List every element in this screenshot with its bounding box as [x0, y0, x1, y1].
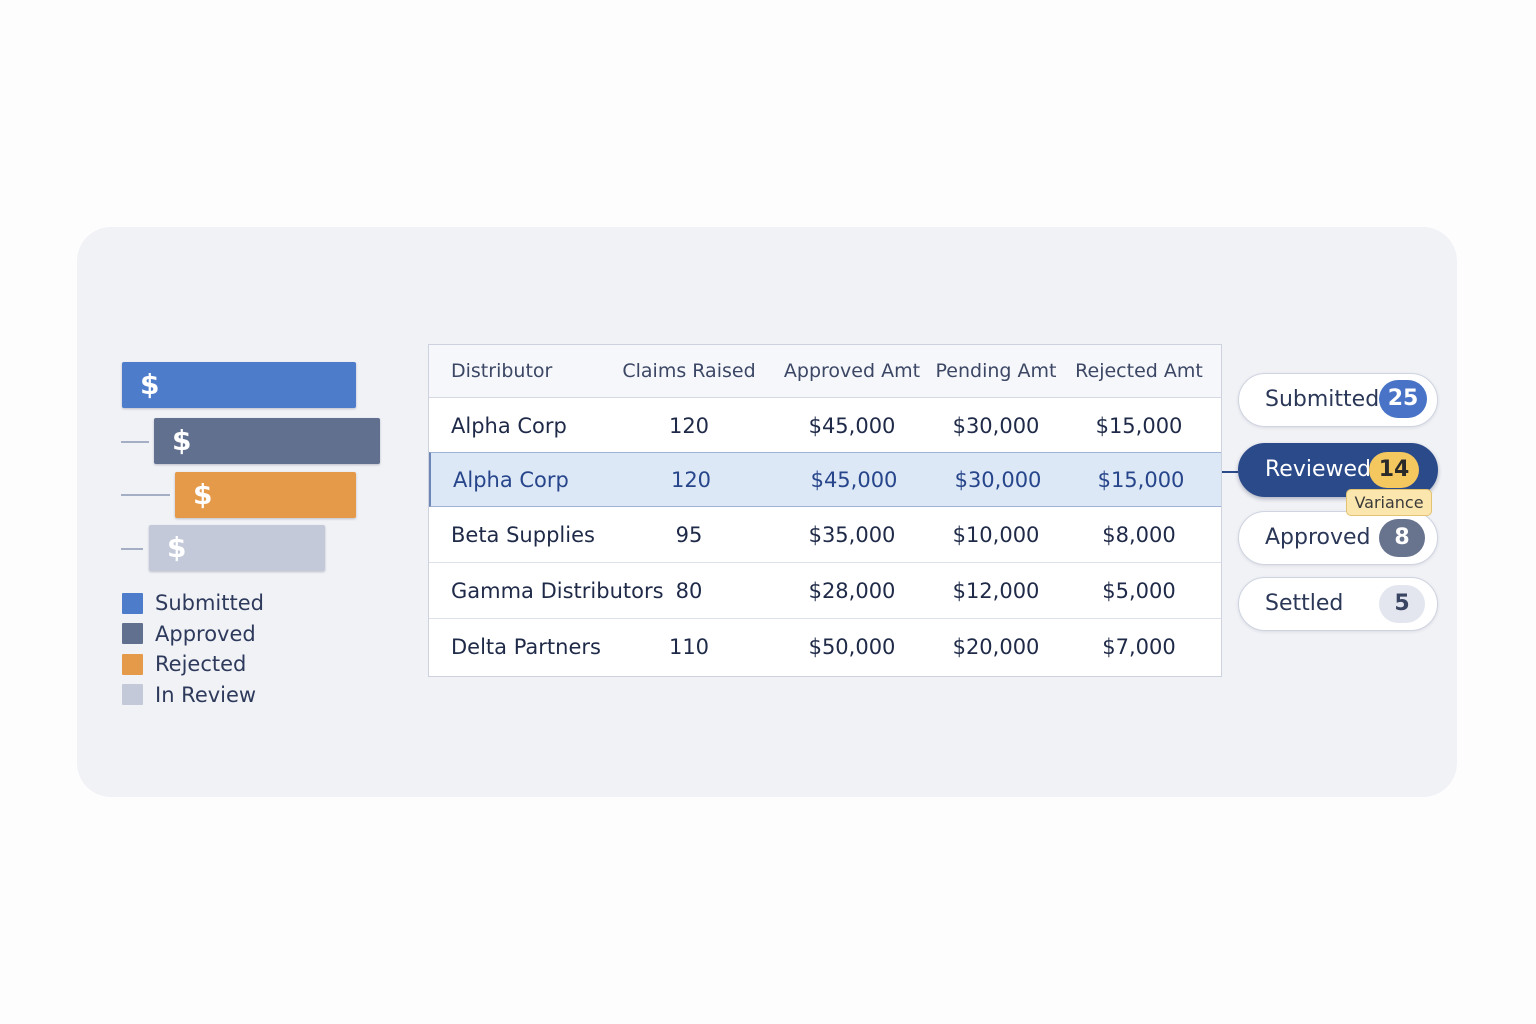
cell-distributor: Alpha Corp: [451, 413, 567, 438]
cell-rejected-amt: $15,000: [1097, 467, 1185, 492]
cell-distributor: Gamma Distributors: [451, 578, 664, 603]
cell-approved-amt: $50,000: [808, 635, 896, 659]
column-header-approved-amt[interactable]: Approved Amt: [783, 360, 921, 382]
status-pill-settled[interactable]: Settled 5: [1238, 577, 1438, 631]
cell-distributor: Alpha Corp: [453, 467, 569, 492]
status-label: Submitted: [1265, 387, 1380, 412]
legend-label: Submitted: [155, 591, 264, 616]
legend-label: Approved: [155, 621, 256, 646]
cell-claims-raised: 120: [668, 413, 710, 438]
cell-pending-amt: $30,000: [952, 413, 1040, 438]
table-row[interactable]: Alpha Corp 120 $45,000 $30,000 $15,000: [429, 398, 1221, 454]
status-count-badge: 8: [1379, 519, 1425, 557]
status-pill-approved[interactable]: Approved 8: [1238, 511, 1438, 565]
bar-connector: [121, 494, 170, 496]
dollar-icon: $: [140, 368, 160, 401]
status-count-badge: 25: [1379, 380, 1427, 418]
cell-claims-raised: 110: [668, 635, 710, 659]
cell-claims-raised: 95: [675, 522, 703, 547]
cell-rejected-amt: $5,000: [1102, 578, 1176, 603]
bar-connector: [121, 441, 149, 443]
bar-connector: [121, 548, 143, 550]
cell-approved-amt: $35,000: [808, 522, 896, 547]
variance-tag[interactable]: Variance: [1346, 489, 1432, 516]
status-label: Approved: [1265, 525, 1371, 550]
cell-approved-amt: $45,000: [810, 467, 898, 492]
status-pill-reviewed[interactable]: Reviewed 14: [1238, 443, 1438, 497]
legend-item-rejected: Rejected: [122, 649, 264, 680]
legend-item-submitted: Submitted: [122, 588, 264, 619]
legend-item-approved: Approved: [122, 619, 264, 650]
status-count-badge: 14: [1369, 452, 1419, 488]
column-header-distributor[interactable]: Distributor: [451, 360, 553, 382]
status-label: Reviewed: [1265, 457, 1371, 482]
table-row-selected[interactable]: Alpha Corp 120 $45,000 $30,000 $15,000: [429, 452, 1221, 507]
cell-pending-amt: $30,000: [954, 467, 1042, 492]
legend-label: Rejected: [155, 652, 247, 677]
cell-distributor: Delta Partners: [451, 635, 601, 659]
legend-swatch: [122, 623, 143, 645]
cell-claims-raised: 80: [675, 578, 703, 603]
claims-table: Distributor Claims Raised Approved Amt P…: [428, 344, 1222, 677]
rejected-bar[interactable]: $: [175, 472, 356, 518]
cell-approved-amt: $28,000: [808, 578, 896, 603]
column-header-pending-amt[interactable]: Pending Amt: [935, 360, 1057, 382]
dollar-icon: $: [167, 531, 187, 564]
column-header-claims-raised[interactable]: Claims Raised: [622, 360, 756, 382]
legend: Submitted Approved Rejected In Review: [122, 588, 264, 710]
status-count-badge: 5: [1379, 585, 1425, 623]
cell-rejected-amt: $15,000: [1095, 413, 1183, 438]
cell-pending-amt: $12,000: [952, 578, 1040, 603]
legend-swatch: [122, 592, 143, 614]
in-review-bar[interactable]: $: [149, 525, 325, 571]
dollar-icon: $: [193, 478, 213, 511]
cell-pending-amt: $20,000: [952, 635, 1040, 659]
table-row[interactable]: Beta Supplies 95 $35,000 $10,000 $8,000: [429, 507, 1221, 563]
submitted-bar[interactable]: $: [122, 362, 356, 408]
approved-bar[interactable]: $: [154, 418, 380, 464]
legend-swatch: [122, 653, 143, 675]
cell-claims-raised: 120: [670, 467, 712, 492]
cell-distributor: Beta Supplies: [451, 522, 595, 547]
cell-pending-amt: $10,000: [952, 522, 1040, 547]
selection-connector: [1222, 471, 1238, 473]
table-header: Distributor Claims Raised Approved Amt P…: [429, 345, 1221, 398]
legend-swatch: [122, 684, 143, 706]
dollar-icon: $: [172, 424, 192, 457]
status-pill-submitted[interactable]: Submitted 25: [1238, 373, 1438, 427]
legend-label: In Review: [155, 682, 257, 707]
legend-item-in-review: In Review: [122, 680, 264, 711]
status-label: Settled: [1265, 591, 1344, 616]
cell-rejected-amt: $8,000: [1102, 522, 1176, 547]
table-row[interactable]: Gamma Distributors 80 $28,000 $12,000 $5…: [429, 563, 1221, 619]
cell-approved-amt: $45,000: [808, 413, 896, 438]
table-row[interactable]: Delta Partners 110 $50,000 $20,000 $7,00…: [429, 619, 1221, 675]
cell-rejected-amt: $7,000: [1102, 635, 1176, 659]
column-header-rejected-amt[interactable]: Rejected Amt: [1075, 360, 1203, 382]
